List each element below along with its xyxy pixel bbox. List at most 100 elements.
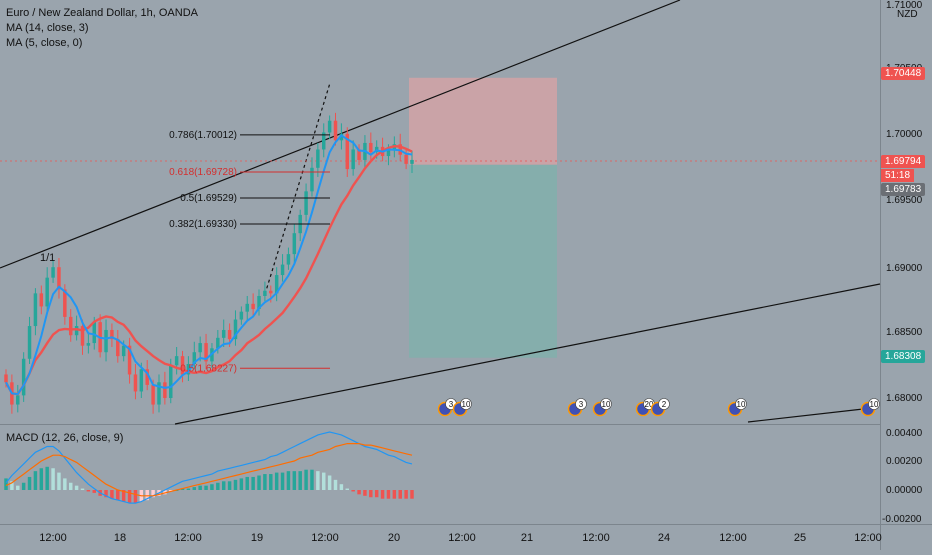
event-count-badge[interactable]: [600, 398, 612, 410]
macd-pane-trendline[interactable]: [747, 407, 873, 423]
wave-projection-line[interactable]: [264, 82, 331, 295]
candle-body: [227, 329, 232, 340]
candle-body: [233, 319, 238, 340]
macd-histogram-bar: [145, 490, 149, 501]
time-tick-label: 12:00: [39, 532, 67, 544]
candle-body: [269, 290, 273, 294]
macd-histogram-bar: [386, 490, 391, 499]
fib-level-label: 0.786(1.70012): [169, 130, 237, 141]
macd-signal-line[interactable]: [5, 443, 413, 497]
price-tick-6: 1.68000: [886, 393, 923, 404]
ma-14-line[interactable]: [4, 144, 413, 396]
macd-histogram-bar: [316, 471, 320, 490]
macd-histogram-bar: [345, 488, 350, 490]
currency-label: NZD: [893, 8, 922, 21]
top-tick-label: 1.71000: [886, 0, 923, 11]
macd-tick-1: 0.00400: [886, 428, 923, 439]
fib-level-label: 0.5(1.68227): [180, 363, 237, 374]
candle-body: [263, 290, 267, 296]
macd-histogram-bar: [151, 490, 155, 498]
macd-histogram-bar: [410, 490, 414, 499]
macd-histogram-bar: [263, 474, 267, 490]
ma-5-line[interactable]: [5, 134, 413, 396]
event-count-badge[interactable]: [460, 398, 472, 410]
macd-histogram-bar: [192, 487, 197, 490]
macd-histogram-bar: [404, 490, 408, 499]
macd-histogram-bar: [227, 481, 232, 490]
event-count-label: 20: [645, 400, 654, 409]
candle-body: [157, 382, 161, 405]
candle-body: [404, 154, 408, 164]
macd-histogram-bar: [133, 490, 138, 504]
candle-body: [151, 384, 155, 405]
fib-level-label: 0.5(1.69529): [180, 193, 237, 204]
event-count-badge[interactable]: [868, 398, 880, 410]
time-tick-label: 12:00: [311, 532, 339, 544]
candle-body: [127, 345, 132, 375]
candle-body: [357, 149, 361, 160]
macd-histogram-bar: [51, 468, 55, 490]
macd-histogram-bar: [374, 490, 379, 498]
candle-body: [351, 149, 355, 170]
event-count-badge[interactable]: [658, 398, 670, 410]
price-tick-2: 1.70000: [886, 129, 923, 140]
candle-body: [174, 356, 179, 366]
candle-body: [204, 343, 208, 362]
candle-body: [274, 275, 279, 294]
candle-body: [239, 311, 244, 320]
candle-body: [186, 363, 191, 375]
candle-body: [257, 295, 261, 310]
macd-histogram-bar: [33, 471, 38, 490]
price-tick-4: 1.69000: [886, 263, 923, 274]
macd-histogram-bar: [257, 475, 261, 490]
lower-trendline[interactable]: [174, 283, 881, 425]
take-profit-zone[interactable]: [409, 164, 557, 358]
entry-price-tag: 1.69783: [881, 183, 926, 196]
macd-histogram-bar: [245, 476, 249, 490]
event-count-badge[interactable]: [735, 398, 747, 410]
macd-histogram-bar: [57, 472, 61, 490]
macd-histogram-bar: [286, 471, 291, 490]
macd-line[interactable]: [5, 431, 413, 504]
macd-histogram-bar: [74, 485, 79, 490]
macd-histogram-bar: [10, 481, 14, 490]
event-count-label: 10: [462, 400, 471, 409]
candle-body: [292, 233, 297, 255]
macd-histogram-bar: [357, 490, 361, 495]
time-tick-label: 12:00: [174, 532, 202, 544]
macd-histogram-bar: [210, 484, 214, 490]
time-tick-label: 12:00: [448, 532, 476, 544]
candle-body: [280, 264, 285, 276]
candle-body: [104, 329, 108, 353]
fib-level-label: 0.618(1.69728): [169, 167, 237, 178]
candle-countdown: 51:18: [881, 169, 915, 182]
macd-histogram-bar: [233, 479, 238, 490]
candle-body: [180, 356, 185, 375]
candle-body: [339, 133, 344, 141]
indicator-ma-14[interactable]: MA (14, close, 3): [6, 22, 89, 34]
candle-body: [327, 120, 332, 133]
indicator-macd[interactable]: MACD (12, 26, close, 9): [6, 432, 124, 444]
macd-histogram-bar: [92, 490, 97, 493]
candle-body: [4, 374, 8, 383]
fib-level-label: 0.382(1.69330): [169, 219, 237, 230]
macd-histogram-bar: [298, 471, 302, 490]
macd-histogram-bar: [186, 488, 191, 490]
event-count-badge[interactable]: [575, 398, 587, 410]
candle-body: [386, 149, 391, 157]
candle-body: [51, 267, 55, 278]
macd-histogram-bar: [304, 469, 308, 490]
indicator-ma-5[interactable]: MA (5, close, 0): [6, 37, 83, 49]
symbol-title[interactable]: Euro / New Zealand Dollar, 1h, OANDA: [6, 7, 198, 19]
candle-body: [310, 167, 314, 192]
macd-histogram-bar: [27, 476, 32, 490]
stop-loss-zone[interactable]: [409, 77, 557, 165]
macd-histogram-bar: [398, 490, 402, 499]
macd-histogram-bar: [21, 482, 26, 490]
candle-body: [133, 374, 138, 392]
macd-histogram-bar: [327, 475, 332, 490]
time-tick-label: 20: [388, 532, 400, 544]
candle-body: [116, 339, 120, 357]
